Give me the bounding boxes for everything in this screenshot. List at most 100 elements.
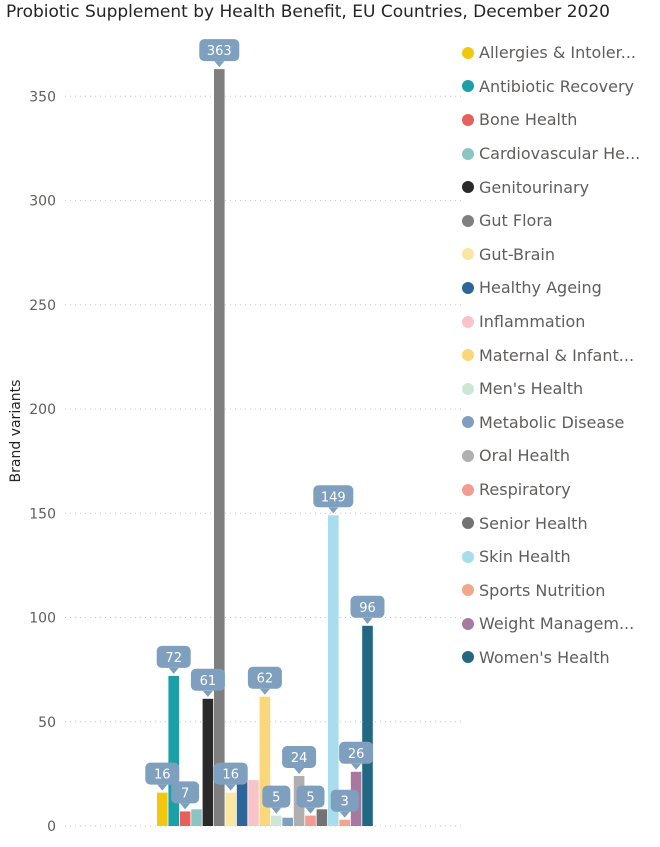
legend-item[interactable]: Inflammation	[462, 305, 658, 339]
legend-item[interactable]: Gut Flora	[462, 204, 658, 238]
bar[interactable]	[236, 780, 248, 826]
data-label-text: 5	[272, 791, 280, 806]
legend-swatch	[462, 651, 474, 664]
legend-label: Sports Nutrition	[479, 580, 606, 600]
legend-swatch	[462, 382, 474, 395]
data-label: 24	[282, 746, 317, 774]
data-label: 3	[330, 789, 359, 818]
bar[interactable]	[316, 809, 328, 826]
bar[interactable]	[271, 815, 282, 826]
data-label-pointer	[294, 767, 305, 774]
bar[interactable]	[305, 815, 316, 826]
legend-item[interactable]: Sports Nutrition	[462, 574, 658, 608]
data-label-box	[339, 741, 374, 764]
legend-label: Inflammation	[479, 312, 586, 332]
legend-swatch	[462, 449, 474, 462]
legend-swatch	[462, 248, 474, 261]
bar[interactable]	[248, 780, 259, 826]
data-label-box	[145, 762, 180, 785]
data-label-pointer	[214, 61, 225, 68]
legend-item[interactable]: Antibiotic Recovery	[462, 70, 658, 104]
legend-label: Weight Managem...	[479, 614, 635, 634]
legend-item[interactable]: Senior Health	[462, 506, 658, 540]
legend-swatch	[462, 281, 474, 294]
data-label: 16	[145, 762, 180, 791]
data-label-text: 24	[291, 751, 308, 766]
data-label-text: 61	[200, 674, 217, 689]
legend-label: Men's Health	[479, 379, 584, 399]
legend-label: Maternal & Infant...	[479, 345, 635, 365]
legend-item[interactable]: Cardiovascular He...	[462, 137, 658, 171]
legend-label: Women's Health	[479, 647, 610, 667]
legend-swatch	[462, 181, 474, 194]
legend-item[interactable]: Skin Health	[462, 540, 658, 574]
legend-label: Bone Health	[479, 110, 578, 130]
data-label-pointer	[225, 784, 236, 791]
data-label-box	[190, 668, 225, 691]
legend-label: Senior Health	[479, 513, 588, 533]
data-label: 5	[262, 785, 291, 814]
bar[interactable]	[259, 696, 271, 826]
y-tick-label: 350	[29, 89, 56, 105]
chart-title: Probiotic Supplement by Health Benefit, …	[6, 2, 610, 22]
data-label-text: 16	[222, 768, 239, 783]
legend-swatch	[462, 617, 474, 630]
data-label-text: 3	[341, 795, 349, 810]
data-label-text: 363	[207, 44, 232, 59]
data-label-pointer	[180, 803, 191, 810]
bar[interactable]	[168, 675, 179, 826]
legend-item[interactable]: Weight Managem...	[462, 607, 658, 641]
legend-label: Allergies & Intoler...	[479, 43, 636, 63]
legend-item[interactable]: Men's Health	[462, 372, 658, 406]
legend-label: Skin Health	[479, 547, 571, 567]
legend-swatch	[462, 416, 474, 429]
bar[interactable]	[191, 809, 202, 826]
data-label: 149	[313, 485, 354, 514]
legend-swatch	[462, 214, 474, 227]
legend-swatch	[462, 113, 474, 126]
legend-swatch	[462, 315, 474, 328]
y-tick-label: 0	[47, 819, 56, 835]
y-tick-label: 150	[29, 506, 56, 522]
legend-item[interactable]: Oral Health	[462, 439, 658, 473]
legend-label: Metabolic Disease	[479, 412, 625, 432]
legend: Allergies & Intoler... Antibiotic Recover…	[462, 36, 658, 674]
data-label-box	[313, 485, 354, 508]
data-label-text: 72	[165, 651, 182, 666]
legend-swatch	[462, 517, 474, 530]
bar[interactable]	[225, 792, 236, 826]
data-label-pointer	[259, 688, 270, 695]
bar[interactable]	[282, 817, 293, 826]
legend-item[interactable]: Bone Health	[462, 103, 658, 137]
bar[interactable]	[202, 698, 214, 826]
legend-item[interactable]: Healthy Ageing	[462, 271, 658, 305]
legend-swatch	[462, 349, 474, 362]
bar[interactable]	[362, 625, 373, 826]
data-label-pointer	[351, 763, 362, 770]
legend-label: Gut Flora	[479, 211, 553, 231]
data-label-box	[330, 789, 359, 812]
data-label: 7	[171, 781, 200, 810]
legend-label: Gut-Brain	[479, 244, 555, 264]
data-label-pointer	[362, 617, 373, 624]
legend-item[interactable]: Gut-Brain	[462, 238, 658, 272]
legend-item[interactable]: Metabolic Disease	[462, 406, 658, 440]
data-label-text: 149	[321, 490, 346, 505]
legend-item[interactable]: Maternal & Infant...	[462, 338, 658, 372]
y-tick-label: 250	[29, 298, 56, 314]
bar[interactable]	[179, 811, 191, 826]
legend-label: Genitourinary	[479, 177, 590, 197]
bar[interactable]	[157, 792, 168, 826]
y-tick-label: 300	[29, 194, 56, 210]
legend-item[interactable]: Respiratory	[462, 473, 658, 507]
data-label: 61	[190, 668, 225, 697]
bar[interactable]	[328, 515, 339, 826]
bar[interactable]	[339, 819, 350, 826]
legend-item[interactable]: Genitourinary	[462, 170, 658, 204]
data-label-box	[262, 785, 291, 808]
data-label-box	[156, 645, 191, 668]
legend-item[interactable]: Allergies & Intoler...	[462, 36, 658, 70]
bar[interactable]	[214, 69, 225, 827]
legend-item[interactable]: Women's Health	[462, 641, 658, 675]
data-label-box	[282, 746, 317, 768]
